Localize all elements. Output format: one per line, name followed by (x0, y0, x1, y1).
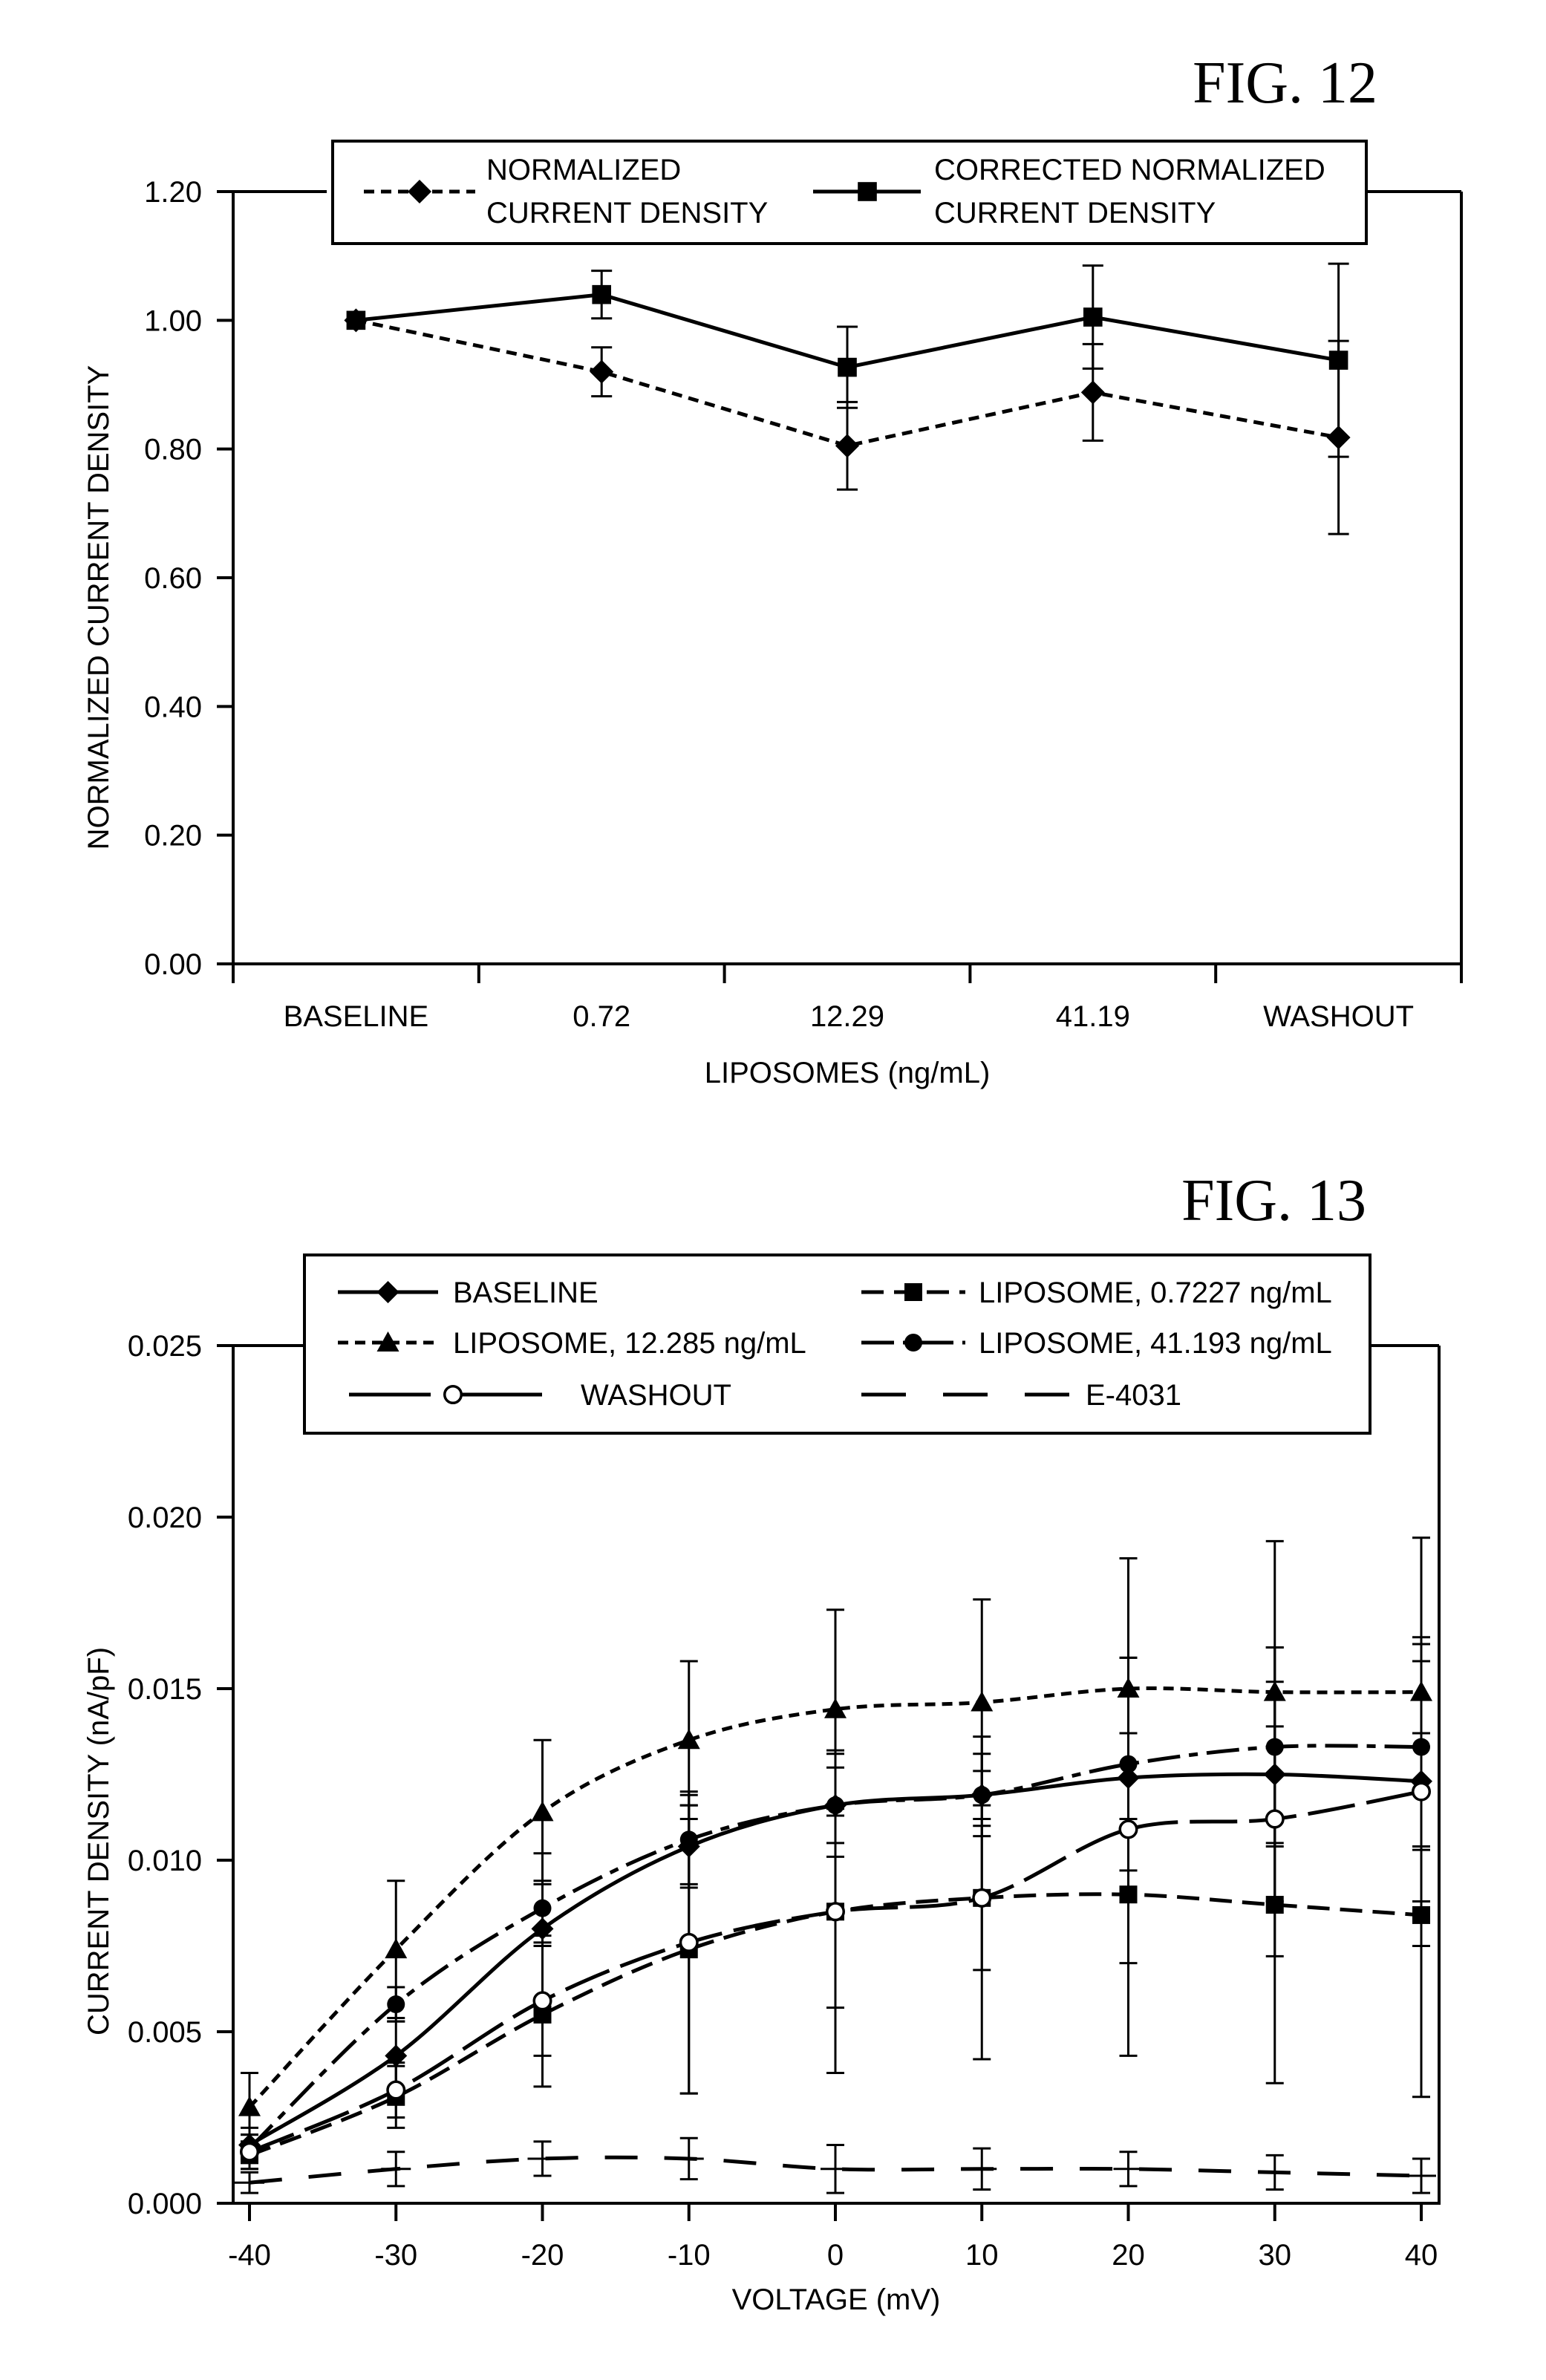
fig13-x-tick-label: 20 (1112, 2239, 1145, 2272)
fig12-chart: FIG. 12 0.00 0.20 0.40 0.60 0.80 1.00 1.20 BASEL… (82, 50, 1463, 1089)
fig12-legend: NORMALIZED CURRENT DENSITY CORRECTED NORMA… (331, 140, 1368, 245)
fig12-y-tick-label: 0.20 (144, 820, 202, 852)
fig12-data-point (838, 357, 857, 377)
fig12-y-tick-label: 1.20 (144, 176, 202, 209)
fig12-data-point (835, 434, 859, 458)
fig13-series-line (249, 2155, 1422, 2185)
fig12-x-tick-label: 0.72 (573, 1000, 630, 1033)
fig13-data-point (387, 1995, 405, 2014)
fig13-data-point (1412, 1781, 1431, 1802)
fig12-data-point (1083, 307, 1103, 327)
fig12-series-line (355, 318, 1340, 448)
fig13-data-point (679, 1932, 699, 1952)
fig13-data-point (1118, 1819, 1138, 1839)
fig12-x-tick-label: 12.29 (810, 1000, 884, 1033)
fig12-legend-swatch-marker (858, 182, 877, 201)
fig13-x-tick-label: 0 (827, 2239, 844, 2272)
fig13-data-point (826, 1796, 844, 1815)
fig13-data-point (971, 1691, 994, 1712)
fig13-legend-label: WASHOUT (581, 1379, 731, 1412)
fig13-legend-label: LIPOSOME, 0.7227 ng/mL (979, 1277, 1332, 1309)
fig12-x-tick-label: 41.19 (1056, 1000, 1130, 1033)
fig13-y-tick-label: 0.010 (128, 1845, 202, 1877)
fig13-legend-label: LIPOSOME, 12.285 ng/mL (453, 1327, 806, 1360)
fig12-data-point (1328, 351, 1348, 370)
fig13-data-point (386, 2080, 406, 2100)
fig13-data-point (824, 1698, 847, 1718)
fig12-data-point (590, 359, 614, 384)
fig13-data-point (531, 1801, 554, 1822)
fig13-legend-label: E-4031 (1086, 1379, 1181, 1412)
fig13-legend-label: LIPOSOME, 41.193 ng/mL (979, 1327, 1332, 1360)
fig13-data-point (385, 2044, 408, 2067)
fig13-x-tick-label: -40 (228, 2239, 271, 2272)
fig13-legend-box (303, 1253, 1371, 1435)
fig12-label: FIG. 12 (1193, 50, 1377, 116)
fig13-y-tick-label: 0.015 (128, 1673, 202, 1706)
fig13-legend-swatch-marker (443, 1385, 463, 1404)
fig12-axes-frame (232, 192, 1463, 965)
fig13-series-washout (240, 1636, 1431, 2171)
fig12-data-point (1080, 380, 1105, 405)
fig12-x-tick-label: WASHOUT (1263, 1000, 1414, 1033)
fig12-y-tick-label: 0.60 (144, 562, 202, 595)
fig13-y-tick-label: 0.005 (128, 2016, 202, 2049)
fig13-x-tick-label: -20 (521, 2239, 564, 2272)
fig13-x-tick-label: -30 (374, 2239, 417, 2272)
fig12-legend-swatch-marker (408, 180, 431, 203)
fig13-y-tick-label: 0.000 (128, 2188, 202, 2220)
fig13-data-point (677, 1729, 700, 1750)
fig13-legend: BASELINE LIPOSOME, 0.7227 ng/mL LIPOSOME, … (303, 1253, 1371, 1435)
fig12-data-point (592, 284, 611, 304)
fig13-x-axis-title: VOLTAGE (mV) (732, 2283, 941, 2316)
fig13-data-point (1265, 1809, 1285, 1829)
fig13-data-point (826, 1902, 845, 1922)
fig13-series-e-4031 (235, 2136, 1436, 2194)
fig13-legend-label: BASELINE (453, 1277, 598, 1309)
fig13-data-point (532, 1991, 552, 2011)
fig13-x-tick-label: 30 (1259, 2239, 1292, 2272)
fig13-series-line (248, 1686, 1422, 2109)
fig13-legend-swatch-marker (904, 1334, 922, 1352)
fig13-legend-swatch-marker (904, 1283, 922, 1301)
fig13-data-point (973, 1786, 991, 1804)
fig13-y-tick-label: 0.025 (128, 1330, 202, 1363)
fig12-y-tick-label: 0.80 (144, 434, 202, 466)
fig12-legend-label: CURRENT DENSITY (934, 197, 1216, 229)
fig12-legend-label: NORMALIZED (486, 154, 681, 186)
fig12-series-square (346, 262, 1349, 458)
fig13-data-point (240, 2142, 259, 2162)
fig13-y-axis-title: CURRENT DENSITY (nA/pF) (82, 1647, 115, 2035)
fig12-data-point (346, 310, 366, 330)
fig13-data-point (972, 1888, 992, 1908)
fig13-data-point (533, 1899, 552, 1917)
fig12-legend-label: CORRECTED NORMALIZED (934, 154, 1325, 186)
fig13-y-tick-label: 0.020 (128, 1502, 202, 1534)
fig13-legend-swatch-marker (376, 1331, 399, 1352)
fig13-x-tick-label: 40 (1405, 2239, 1438, 2272)
fig12-y-tick-label: 1.00 (144, 304, 202, 337)
fig13-x-tick-label: -10 (668, 2239, 711, 2272)
fig12-y-tick-label: 0.40 (144, 691, 202, 723)
fig13-label: FIG. 13 (1181, 1168, 1366, 1233)
fig12-x-tick-label: BASELINE (284, 1000, 429, 1033)
fig12-y-tick-label: 0.00 (144, 948, 202, 981)
fig13-data-point (385, 1938, 408, 1959)
fig12-x-axis-title: LIPOSOMES (ng/mL) (705, 1057, 991, 1089)
fig13-x-tick-label: 10 (965, 2239, 999, 2272)
fig13-series-line (248, 1744, 1422, 2150)
fig13-chart: FIG. 13 0.000 0.005 0.010 0.015 0.020 0.025 -40… (82, 1168, 1441, 2316)
fig13-data-point (238, 2096, 261, 2116)
fig12-legend-label: CURRENT DENSITY (486, 197, 768, 229)
fig12-y-axis-title: NORMALIZED CURRENT DENSITY (82, 365, 115, 850)
fig13-legend-swatch-marker (376, 1281, 399, 1303)
